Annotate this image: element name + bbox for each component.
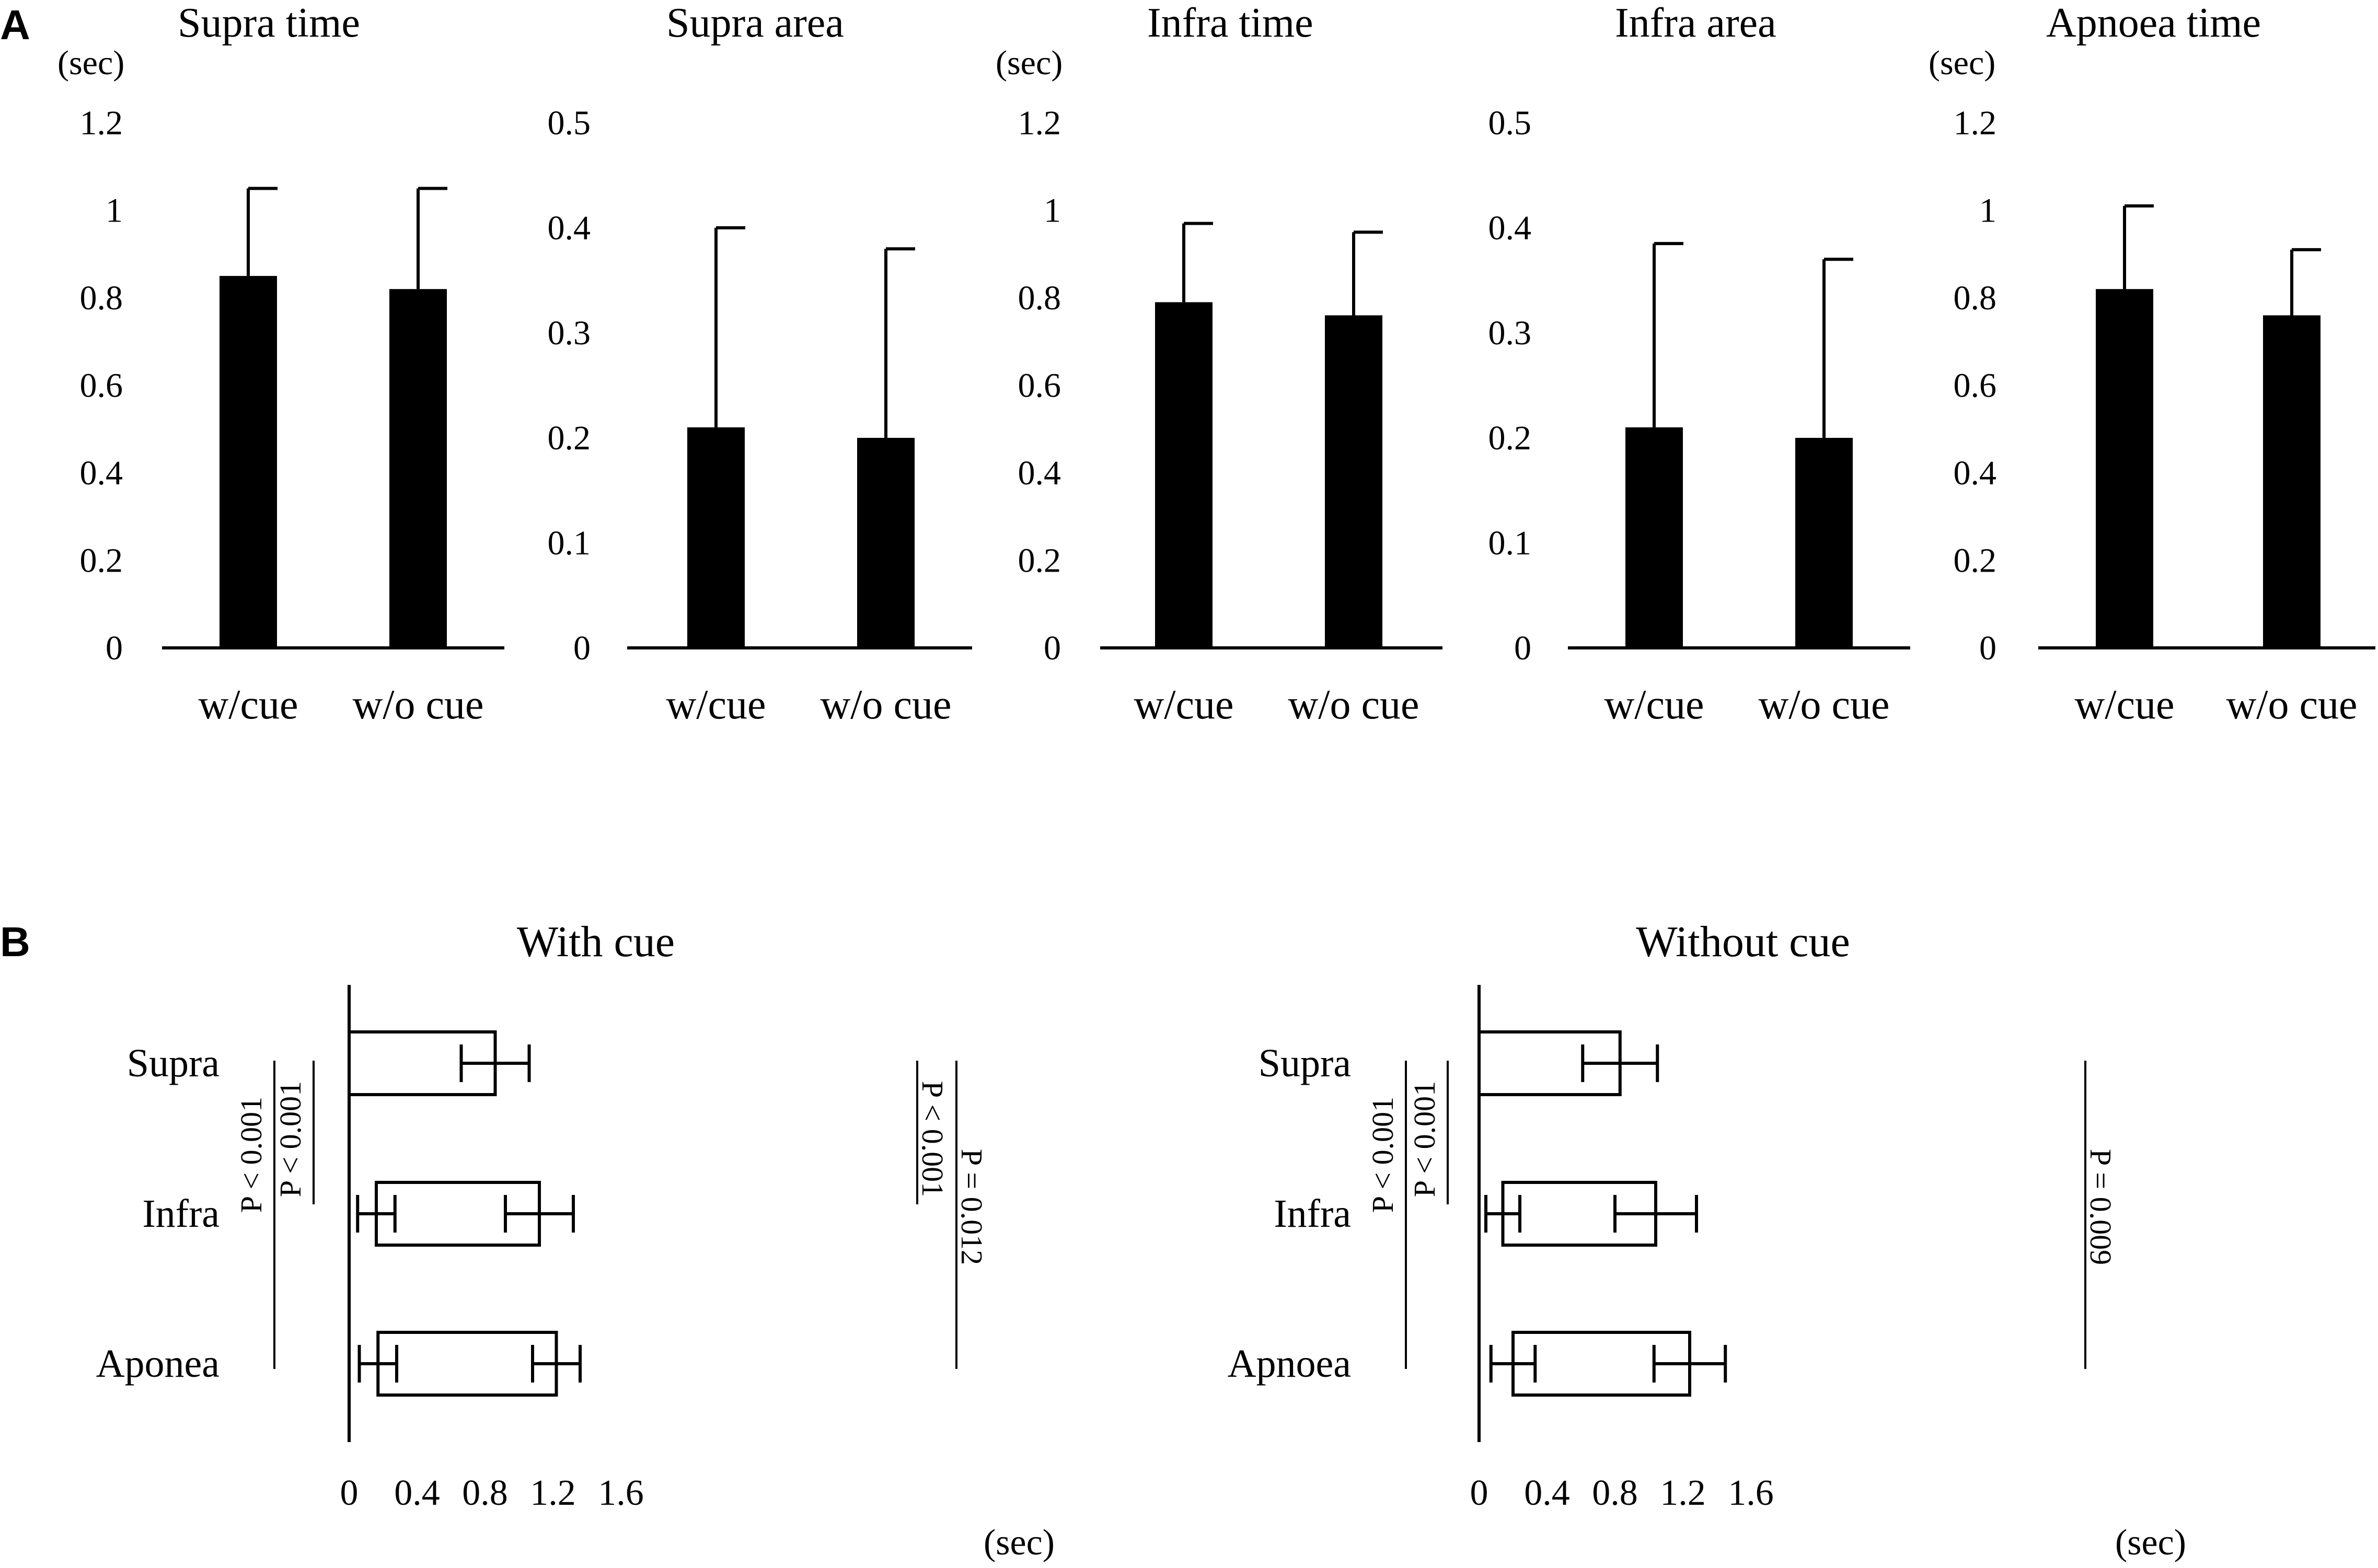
chart-b1-xtick-label: 1.2	[530, 1473, 576, 1513]
chart-b1-xtick-label: 1.6	[598, 1473, 644, 1513]
chart-a2-ytick-label: 0.3	[548, 314, 591, 352]
chart-a1-ytick-label: 0.8	[80, 279, 123, 317]
chart-a3-category-label: w/o cue	[1288, 682, 1419, 728]
chart-a4-ytick-label: 0.1	[1488, 524, 1532, 562]
chart-b1-xlabel: (sec)	[984, 1523, 1055, 1563]
chart-a3-category-label: w/cue	[1134, 682, 1233, 728]
chart-b2-p-value-label: P < 0.001	[1366, 1097, 1400, 1213]
chart-b2-category-label: Infra	[1274, 1192, 1351, 1236]
chart-b2-p-value-label: P = 0.009	[2084, 1149, 2118, 1265]
chart-b2-xtick-label: 0.8	[1592, 1473, 1638, 1513]
chart-a1-ytick-label: 1	[106, 192, 123, 230]
chart-a3-ytick-label: 0.4	[1018, 454, 1061, 492]
chart-a3-bar	[1155, 302, 1213, 648]
chart-a4-ytick-label: 0.5	[1488, 104, 1532, 142]
chart-a1-bar	[389, 289, 447, 648]
chart-b2-xtick-label: 0	[1470, 1473, 1488, 1513]
chart-a1-ytick-label: 0.4	[80, 454, 123, 492]
chart-a5-category-label: w/o cue	[2226, 682, 2357, 728]
chart-b2-xtick-label: 1.6	[1728, 1473, 1774, 1513]
chart-a4-ytick-label: 0	[1514, 629, 1531, 667]
chart-b2-xtick-label: 1.2	[1660, 1473, 1706, 1513]
chart-a3-ytick-label: 0.6	[1018, 367, 1061, 405]
chart-a1-ylabel: (sec)	[57, 44, 124, 82]
chart-a1-category-label: w/cue	[198, 682, 298, 728]
chart-a5-category-label: w/cue	[2074, 682, 2174, 728]
chart-a5-bar	[2263, 315, 2321, 648]
chart-a1-bar	[220, 276, 277, 648]
chart-a3-bar	[1325, 315, 1382, 648]
chart-b1-xtick-label: 0.4	[394, 1473, 440, 1513]
chart-a5-ytick-label: 0	[1979, 629, 1996, 667]
chart-b1-xtick-label: 0.8	[462, 1473, 508, 1513]
chart-a1-ytick-label: 1.2	[80, 104, 123, 142]
chart-a4-ytick-label: 0.4	[1488, 209, 1532, 247]
chart-a5-ytick-label: 0.2	[1954, 542, 1997, 580]
chart-b1-title: With cue	[517, 917, 675, 966]
chart-a1-ytick-label: 0.2	[80, 542, 123, 580]
chart-a1-ytick-label: 0.6	[80, 367, 123, 405]
chart-a2-title: Supra area	[666, 0, 844, 46]
chart-a4-ytick-label: 0.2	[1488, 419, 1532, 457]
chart-b1-category-label: Supra	[127, 1041, 220, 1085]
chart-a2-ytick-label: 0.4	[548, 209, 591, 247]
charts-layer: Supra time (sec) 0 0.2 0.4 0.6 0.8 1 1.2 w/cue w/o…	[57, 0, 2375, 1563]
chart-a2-ytick-label: 0.1	[548, 524, 591, 562]
chart-a1-ytick-label: 0	[106, 629, 123, 667]
chart-b1-category-label: Infra	[142, 1192, 220, 1236]
chart-a1-title: Supra time	[178, 0, 360, 46]
chart-b2-p-value-label: P < 0.001	[1407, 1081, 1441, 1197]
chart-b1-category-label: Aponea	[96, 1342, 220, 1386]
chart-a3-ytick-label: 1.2	[1018, 104, 1061, 142]
chart-b1-bar	[376, 1331, 558, 1397]
chart-a5-ytick-label: 0.8	[1954, 279, 1997, 317]
chart-a2-bar	[857, 438, 915, 648]
chart-a2-ytick-label: 0	[573, 629, 591, 667]
chart-a2-category-label: w/o cue	[820, 682, 951, 728]
chart-a4-bar	[1625, 427, 1683, 648]
chart-a2-category-label: w/cue	[666, 682, 766, 728]
chart-a2-bar	[687, 427, 745, 648]
chart-a5-ytick-label: 0.6	[1954, 367, 1997, 405]
chart-b2-xlabel: (sec)	[2115, 1523, 2186, 1563]
chart-a3-ytick-label: 0.2	[1018, 542, 1061, 580]
chart-a1-category-label: w/o cue	[352, 682, 483, 728]
chart-b1-xtick-label: 0	[340, 1473, 359, 1513]
chart-a4-ytick-label: 0.3	[1488, 314, 1532, 352]
chart-a2-ytick-label: 0.5	[548, 104, 591, 142]
chart-a3-ytick-label: 0.8	[1018, 279, 1061, 317]
chart-b1-p-value-label: P = 0.012	[955, 1149, 989, 1265]
chart-a4-bar	[1795, 438, 1853, 648]
chart-a3-ytick-label: 0	[1044, 629, 1061, 667]
chart-b1-p-value-label: P < 0.001	[916, 1081, 950, 1197]
chart-b2-category-label: Apnoea	[1228, 1342, 1351, 1386]
panel-label-a: A	[0, 2, 30, 48]
chart-a5-ytick-label: 1	[1979, 192, 1996, 230]
chart-a5-title: Apnoea time	[2046, 0, 2261, 46]
chart-a3-title: Infra time	[1147, 0, 1313, 46]
chart-a4-title: Infra area	[1615, 0, 1776, 46]
chart-a5-bar	[2096, 289, 2153, 648]
chart-b2-xtick-label: 0.4	[1524, 1473, 1570, 1513]
chart-b1-p-value-label: P < 0.001	[234, 1097, 268, 1213]
chart-b2-category-label: Supra	[1259, 1041, 1351, 1085]
chart-a3-ylabel: (sec)	[996, 44, 1063, 82]
panel-label-b: B	[0, 919, 30, 965]
chart-b2-title: Without cue	[1636, 917, 1850, 966]
chart-a3-ytick-label: 1	[1044, 192, 1061, 230]
chart-b1-p-value-label: P < 0.001	[273, 1081, 307, 1197]
chart-a4-category-label: w/cue	[1604, 682, 1704, 728]
chart-a2-ytick-label: 0.2	[548, 419, 591, 457]
chart-a5-ytick-label: 0.4	[1954, 454, 1997, 492]
chart-a4-category-label: w/o cue	[1758, 682, 1889, 728]
chart-a5-ylabel: (sec)	[1929, 44, 1995, 82]
chart-a5-ytick-label: 1.2	[1954, 104, 1997, 142]
